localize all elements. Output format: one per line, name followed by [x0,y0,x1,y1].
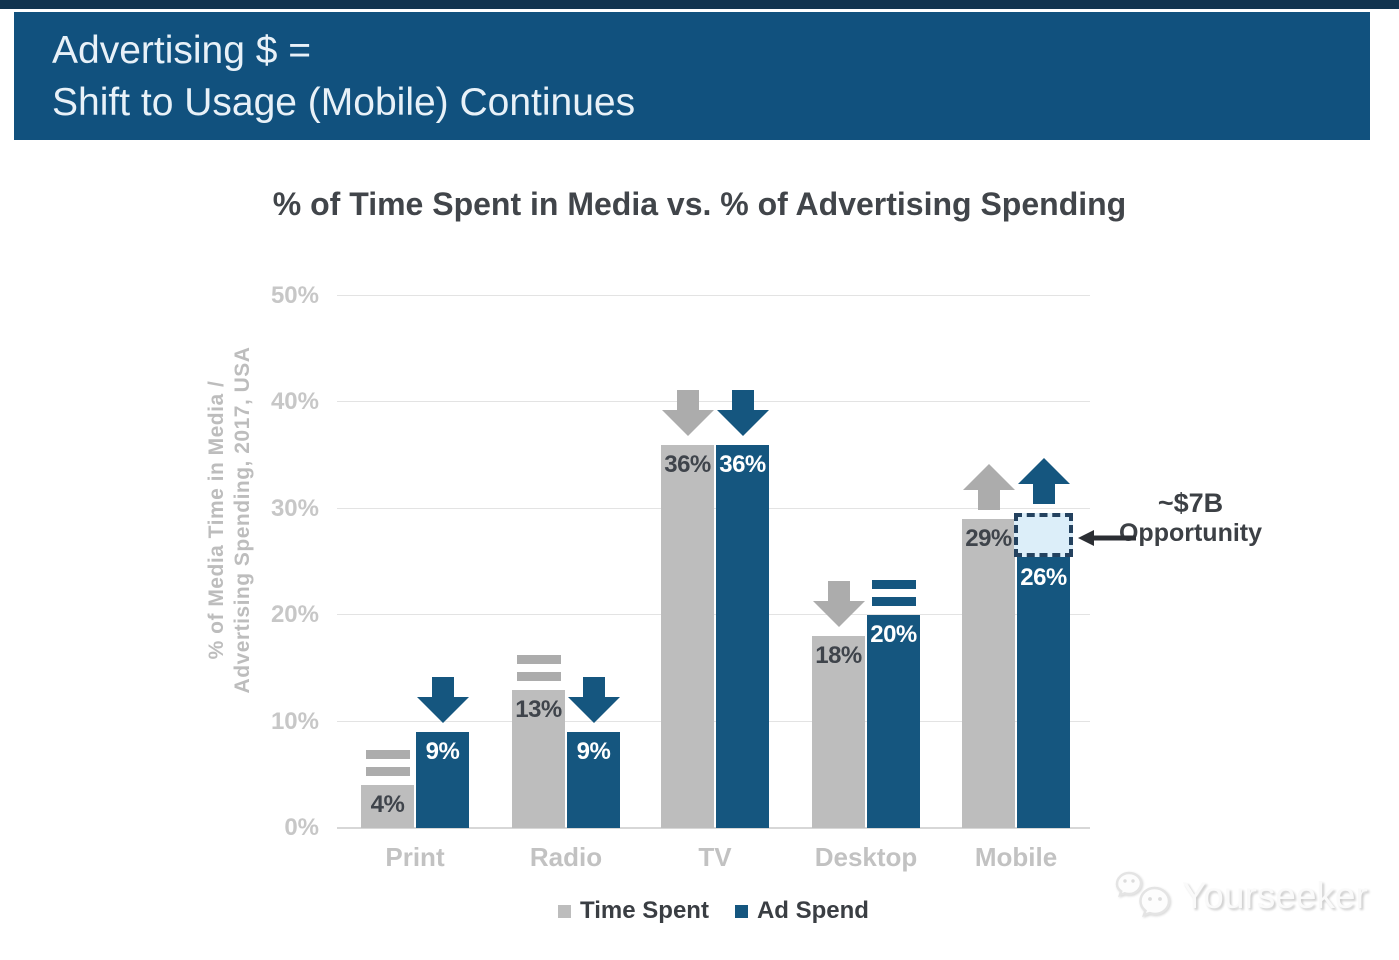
y-tick-label: 30% [270,494,319,522]
top-edge-strip [0,0,1399,9]
bar-tv-ad-spend [716,444,769,828]
trend-down-icon [812,581,865,628]
gridline [337,401,1090,402]
bar-desktop-time-spent [812,636,865,828]
bar-value-label: 13% [515,695,562,723]
bar-radio-ad-spend [567,732,620,828]
trend-down-icon [416,677,469,724]
chart-title: % of Time Spent in Media vs. % of Advert… [272,186,1127,222]
trend-up-icon [962,464,1015,511]
bar-value-label: 36% [719,450,766,478]
gridline [337,294,1090,296]
bar-tv-time-spent [661,444,714,828]
bar-value-label: 9% [425,738,460,766]
category-label-desktop: Desktop [814,842,918,872]
trend-flat-icon [516,654,561,681]
category-label-mobile: Mobile [974,842,1058,872]
y-tick-label: 20% [270,601,319,628]
bar-mobile-ad-spend [1017,551,1070,828]
bar-value-label: 26% [1020,564,1067,592]
bar-value-label: 18% [815,642,862,670]
legend-swatch [558,904,572,918]
legend-item-time-spent: Time Spent [558,897,709,925]
bar-value-label: 4% [370,791,405,819]
x-axis-line [337,827,1090,829]
banner: Advertising $ = Shift to Usage (Mobile) … [14,12,1370,140]
y-tick-label: 40% [270,388,319,415]
opportunity-annotation-line2: Opportunity [1118,519,1263,547]
chart-legend: Time Spent Ad Spend [337,897,1090,925]
category-label-tv: TV [698,842,732,872]
bar-desktop-ad-spend [867,615,920,828]
bar-value-label: 9% [576,738,611,766]
bar-value-label: 36% [664,450,711,478]
category-label-print: Print [385,842,445,872]
category-label-radio: Radio [529,842,603,872]
legend-label: Ad Spend [756,897,869,924]
legend-label: Time Spent [580,897,709,924]
legend-item-ad-spend: Ad Spend [734,897,869,925]
bar-mobile-time-spent [962,519,1015,828]
opportunity-annotation-line1: ~$7B [1157,488,1224,518]
bar-radio-time-spent [512,689,565,828]
banner-title-line2: Shift to Usage (Mobile) Continues [52,81,636,124]
bar-print-ad-spend [416,732,469,828]
legend-swatch [734,904,748,918]
watermark-text: Yourseeker [1182,875,1368,916]
watermark: Yourseeker [1112,868,1368,924]
trend-down-icon [716,389,769,436]
opportunity-annotation: ~$7B Opportunity [1118,487,1263,547]
opportunity-box [1014,512,1073,558]
banner-title-line1: Advertising $ = [52,29,312,72]
bar-value-label: 29% [965,525,1012,553]
bar-value-label: 20% [870,621,917,648]
trend-flat-icon [365,750,410,777]
annotation-left-arrow-icon [1078,530,1136,546]
y-tick-label: 50% [270,281,319,309]
trend-down-icon [661,389,714,436]
bar-print-time-spent [361,785,414,828]
trend-down-icon [567,677,620,724]
chat-bubbles-logo-icon [1115,871,1171,917]
y-tick-label: 10% [270,707,319,735]
trend-flat-icon [871,580,916,606]
y-tick-label: 0% [284,814,319,841]
trend-up-icon [1017,457,1070,504]
